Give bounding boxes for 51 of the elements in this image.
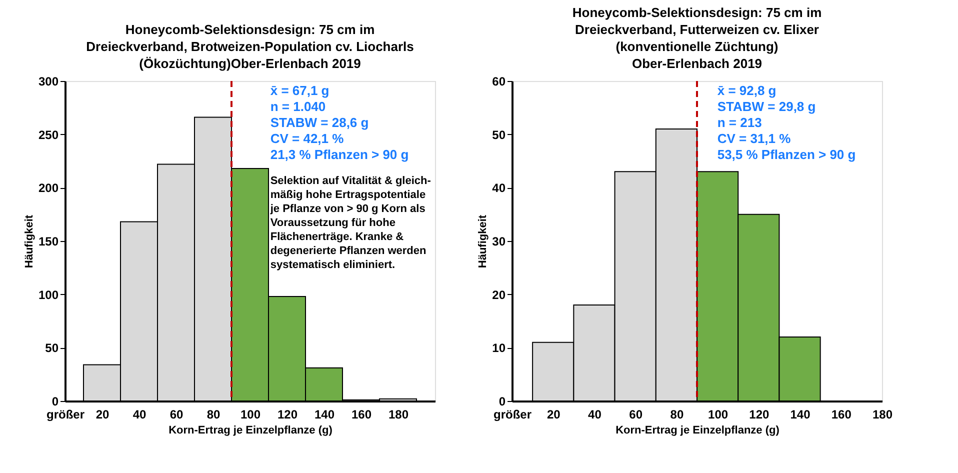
y-tick-label: 200 <box>38 181 59 196</box>
y-tick-label: 150 <box>38 234 59 248</box>
x-tick-label: 20 <box>546 408 561 422</box>
annotation: n = 1.040 <box>270 99 326 114</box>
annotation: CV = 31,1 % <box>717 131 792 146</box>
x-axis-title: Korn-Ertrag je Einzelpflanze (g) <box>616 424 780 436</box>
x-tick-label: 180 <box>872 408 893 422</box>
x-tick-label: größer <box>493 408 532 422</box>
y-tick-label: 250 <box>38 128 59 142</box>
x-tick-label: 80 <box>670 408 684 422</box>
annotation: x̄ = 67,1 g <box>270 83 330 98</box>
x-tick-label: 120 <box>749 408 770 422</box>
annotation: CV = 42,1 % <box>270 131 344 146</box>
annotation: STABW = 28,6 g <box>270 115 369 130</box>
y-tick-label: 10 <box>492 341 506 356</box>
y-tick-label: 50 <box>492 128 506 142</box>
x-tick-label: 40 <box>132 408 146 422</box>
x-tick-label: 40 <box>588 408 602 422</box>
y-tick-label: 100 <box>38 288 59 302</box>
y-tick-label: 30 <box>492 234 506 248</box>
y-tick-label: 40 <box>492 181 506 196</box>
annotation: 53,5 % Pflanzen > 90 g <box>717 147 856 162</box>
y-tick-label: 300 <box>38 74 59 88</box>
x-tick-label: 140 <box>790 408 811 422</box>
y-tick-label: 60 <box>492 74 506 88</box>
x-tick-label: 20 <box>96 408 110 422</box>
x-tick-label: 100 <box>708 408 728 422</box>
x-tick-label: 60 <box>170 408 184 422</box>
x-tick-label: 100 <box>240 408 261 422</box>
x-tick-label: 160 <box>831 408 852 422</box>
annotation: Selektion auf Vitalität & gleich- mäßig hohe Ertragspotentiale je Pflanze von > 90 g Korn als Voraussetzung für hohe Flächenerträge. Kranke & degenerierte Pflanzen werden systematisch eliminiert. <box>269 175 432 271</box>
y-tick-label: 0 <box>52 394 59 408</box>
x-tick-label: 60 <box>629 408 643 422</box>
x-tick-label: 160 <box>351 408 372 422</box>
y-axis-title: Häufigkeit <box>23 214 36 268</box>
annotation: 21,3 % Pflanzen > 90 g <box>270 147 409 162</box>
x-tick-label: größer <box>46 408 85 422</box>
x-axis-title: Korn-Ertrag je Einzelpflanze (g) <box>168 424 333 436</box>
x-tick-label: 80 <box>206 408 220 422</box>
y-tick-label: 0 <box>498 394 506 408</box>
x-tick-label: 120 <box>277 408 298 422</box>
x-tick-label: 140 <box>314 408 335 422</box>
x-tick-label: 180 <box>388 408 409 422</box>
chart-title: Honeycomb-Selektionsdesign: 75 cm im Dreieckverband, Brotweizen-Population cv. Liocharls (Ökozüchtung)Ober-Erlenbach 2019 <box>86 22 414 71</box>
annotation: STABW = 29,8 g <box>717 99 816 114</box>
y-axis-title: Häufigkeit <box>477 214 490 268</box>
y-tick-label: 50 <box>45 341 59 356</box>
y-tick-label: 20 <box>492 288 506 302</box>
chart-title: Honeycomb-Selektionsdesign: 75 cm im Dreieckverband, Futterweizen cv. Elixer (konventionelle Züchtung) Ober-Erlenbach 2019 <box>572 5 822 71</box>
annotation: n = 213 <box>717 115 762 130</box>
annotation: x̄ = 92,8 g <box>717 83 776 98</box>
